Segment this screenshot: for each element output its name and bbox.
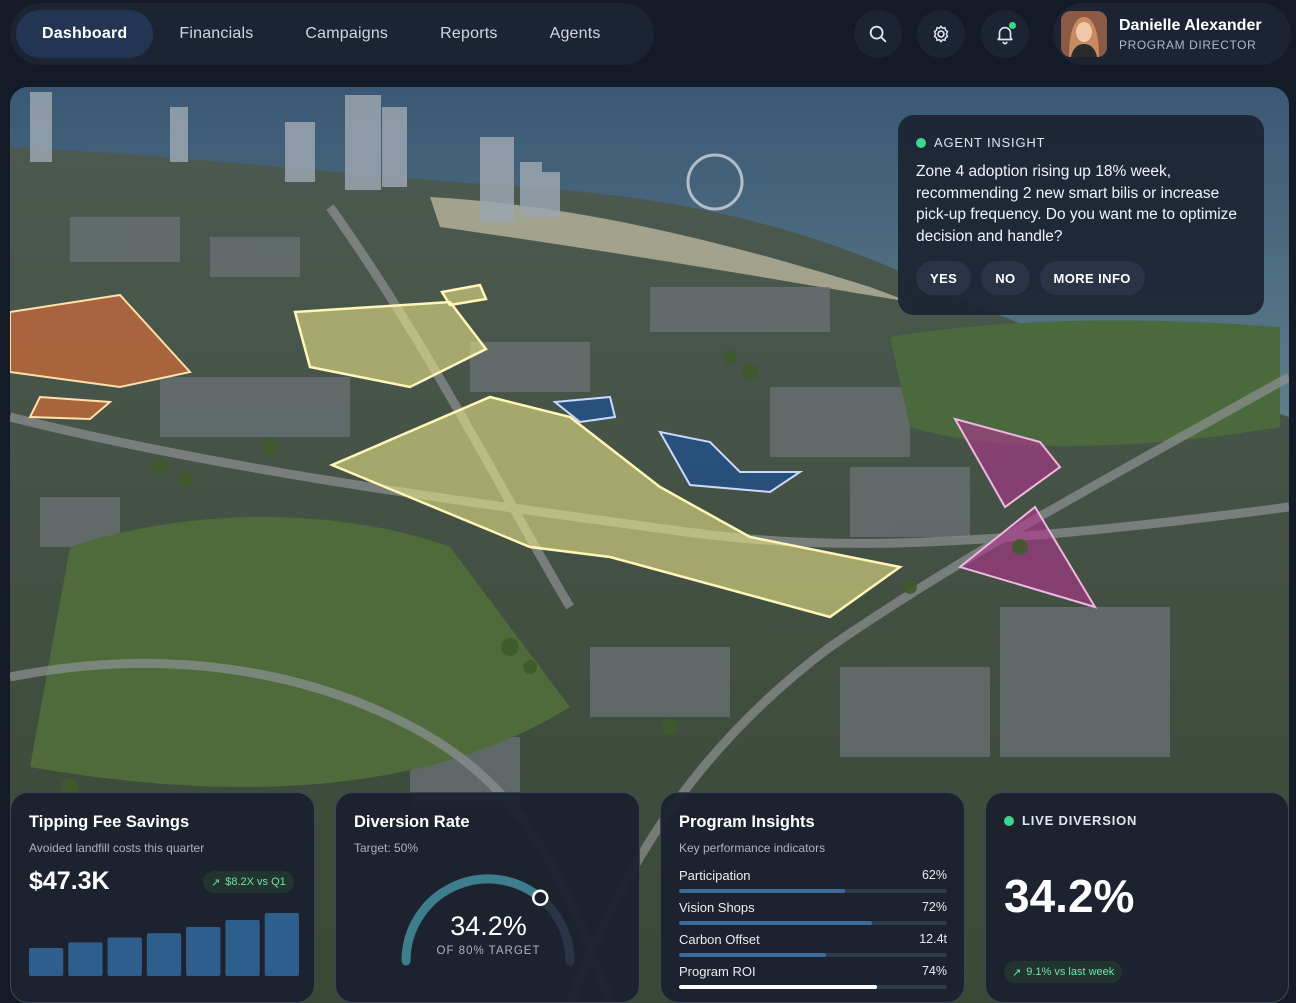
gauge-knob	[532, 889, 549, 907]
no-button[interactable]: NO	[981, 261, 1030, 295]
notification-dot	[1009, 22, 1016, 29]
diversion-caption: OF 80% TARGET	[436, 945, 541, 957]
tab-dashboard[interactable]: Dashboard	[16, 10, 154, 58]
card-title: Tipping Fee Savings	[29, 813, 190, 831]
yes-button[interactable]: YES	[916, 261, 972, 295]
kpi-row-vision-shops: Vision Shops 72%	[679, 900, 947, 925]
card-subtitle: Avoided landfill costs this quarter	[29, 841, 205, 855]
main-nav: Dashboard Financials Campaigns Reports A…	[10, 3, 654, 65]
trend-up-icon: ↗	[211, 876, 221, 889]
live-dot	[1004, 815, 1014, 826]
kpi-row-program-roi: Program ROI 74%	[679, 964, 947, 989]
user-role: PROGRAM DIRECTOR	[1119, 37, 1257, 52]
kpi-bar	[679, 921, 872, 925]
kpi-label: Program ROI	[679, 964, 756, 979]
diversion-gauge	[401, 874, 575, 966]
live-diversion-card[interactable]: LIVE DIVERSION 34.2% ↗ 9.1% vs last week	[985, 792, 1289, 1003]
gauge-fill	[401, 874, 545, 966]
tab-agents[interactable]: Agents	[549, 25, 601, 42]
agent-insight-card: AGENT INSIGHT Zone 4 adoption rising up …	[898, 115, 1264, 315]
status-dot	[916, 137, 926, 148]
search-icon	[869, 25, 887, 43]
notifications-button[interactable]	[981, 10, 1029, 58]
tipping-fee-card[interactable]: Tipping Fee Savings Avoided landfill cos…	[10, 792, 315, 1003]
program-insights-card[interactable]: Program Insights Key performance indicat…	[660, 792, 965, 1003]
live-label: LIVE DIVERSION	[1022, 813, 1138, 828]
kpi-label: Vision Shops	[679, 900, 755, 915]
tab-campaigns[interactable]: Campaigns	[305, 25, 389, 42]
trend-badge-text: 9.1% vs last week	[1026, 966, 1115, 978]
savings-bar	[29, 948, 64, 976]
savings-bar-chart	[29, 913, 299, 976]
trend-badge: ↗ $8.2X vs Q1	[203, 871, 294, 893]
trend-up-icon: ↗	[1012, 966, 1022, 979]
user-profile[interactable]: Danielle Alexander PROGRAM DIRECTOR	[1053, 3, 1291, 65]
savings-bar	[146, 933, 182, 976]
savings-value: $47.3K	[29, 867, 110, 895]
more-info-button[interactable]: MORE INFO	[1039, 261, 1145, 295]
card-title: Program Insights	[679, 813, 815, 831]
kpi-label: Participation	[679, 868, 751, 883]
kpi-bar	[679, 985, 878, 989]
trend-badge-text: $8.2X vs Q1	[225, 876, 286, 888]
insight-label: AGENT INSIGHT	[934, 135, 1046, 150]
kpi-label: Carbon Offset	[679, 932, 760, 947]
diversion-rate-card[interactable]: Diversion Rate Target: 50% 34.2% OF 80% …	[335, 792, 640, 1003]
gear-icon	[933, 25, 949, 43]
trend-badge: ↗ 9.1% vs last week	[1004, 961, 1123, 983]
savings-bar	[107, 937, 142, 976]
user-name: Danielle Alexander	[1119, 16, 1262, 34]
tab-reports[interactable]: Reports	[440, 25, 498, 42]
card-subtitle: Key performance indicators	[679, 841, 826, 855]
bell-icon	[997, 26, 1013, 45]
kpi-bar	[679, 953, 827, 957]
card-title: Diversion Rate	[354, 813, 470, 831]
savings-bar	[225, 920, 260, 976]
kpi-value: 74%	[921, 964, 947, 978]
kpi-value: 62%	[921, 868, 947, 882]
savings-bar	[68, 942, 103, 976]
kpi-row-participation: Participation 62%	[679, 868, 947, 893]
card-subtitle: Target: 50%	[354, 841, 419, 855]
insight-message: Zone 4 adoption rising up 18% week, reco…	[916, 163, 1238, 245]
settings-button[interactable]	[917, 10, 965, 58]
search-button[interactable]	[854, 10, 902, 58]
kpi-bar	[679, 889, 846, 893]
savings-bar	[264, 913, 299, 976]
kpi-value: 12.4t	[919, 932, 947, 946]
tab-financials[interactable]: Financials	[179, 25, 254, 42]
savings-bar	[186, 927, 221, 976]
kpi-row-carbon-offset: Carbon Offset 12.4t	[679, 932, 947, 957]
kpi-value: 72%	[921, 900, 947, 914]
diversion-value: 34.2%	[450, 911, 527, 941]
live-diversion-value: 34.2%	[1004, 870, 1135, 922]
avatar	[1061, 11, 1107, 57]
